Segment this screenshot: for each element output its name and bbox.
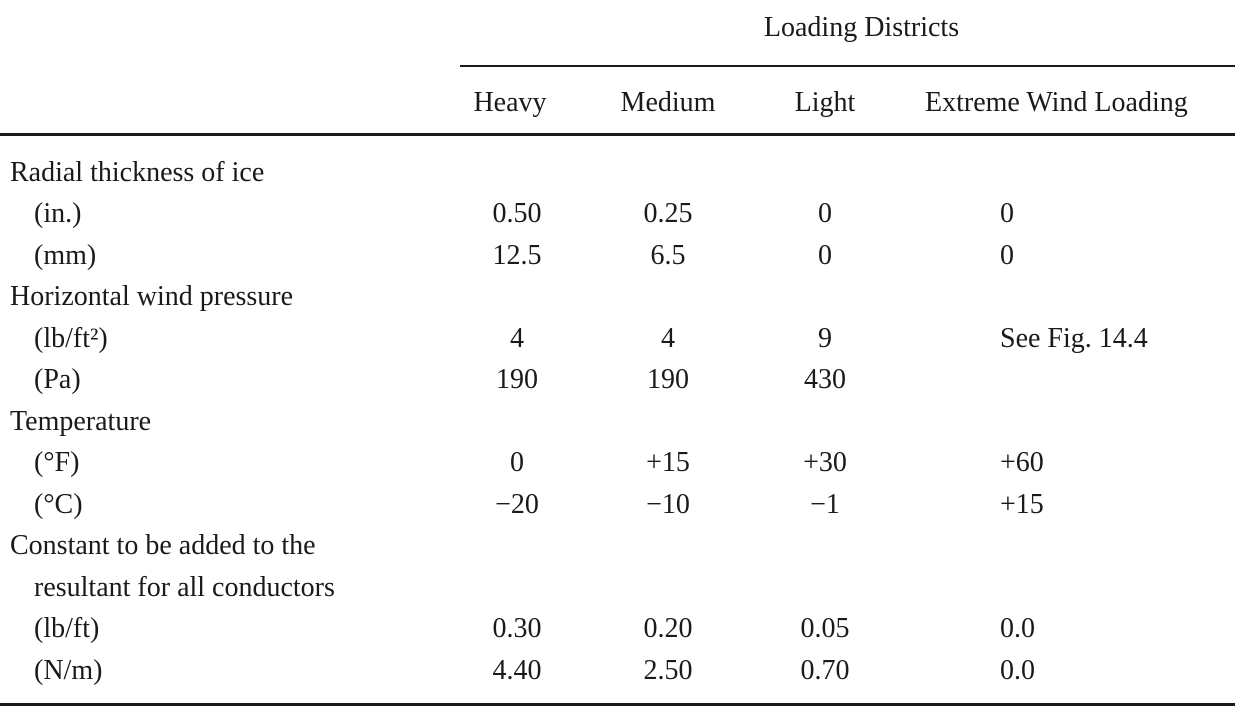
cell-heavy: 4.40 <box>492 654 542 686</box>
cell-light: 9 <box>818 322 832 354</box>
cell-medium: 0.25 <box>643 198 693 230</box>
table-row: (in.) 0.50 0.25 0 0 <box>0 194 1235 236</box>
cell-light: −1 <box>810 488 840 520</box>
cell-light: +30 <box>803 447 847 479</box>
header-rule <box>0 133 1235 136</box>
cell-extreme-wind: 0 <box>1000 239 1014 271</box>
table-row: Constant to be added to the <box>0 526 1235 568</box>
group-title-text: Loading Districts <box>763 12 960 43</box>
cell-extreme-wind: See Fig. 14.4 <box>1000 322 1148 354</box>
row-label: (Pa) <box>34 364 81 396</box>
cell-medium: 0.20 <box>643 613 693 645</box>
header-medium: Medium <box>620 86 716 118</box>
row-label: Temperature <box>10 405 152 437</box>
row-label: (°F) <box>34 447 80 479</box>
cell-heavy: 0.30 <box>492 613 542 645</box>
table-row: (Pa) 190 190 430 <box>0 360 1235 402</box>
cell-light: 0.05 <box>800 613 850 645</box>
cell-heavy: −20 <box>495 488 539 520</box>
table-row: (°F) 0 +15 +30 +60 <box>0 443 1235 485</box>
table-row: (°C) −20 −10 −1 +15 <box>0 484 1235 526</box>
row-label: Horizontal wind pressure <box>10 281 294 313</box>
header-heavy: Heavy <box>473 86 547 118</box>
table-row: (lb/ft) 0.30 0.20 0.05 0.0 <box>0 609 1235 651</box>
cell-light: 0.70 <box>800 654 850 686</box>
row-label: (mm) <box>34 239 97 271</box>
cell-heavy: 0.50 <box>492 198 542 230</box>
table-row: (mm) 12.5 6.5 0 0 <box>0 235 1235 277</box>
cell-heavy: 4 <box>510 322 524 354</box>
row-label: Radial thickness of ice <box>10 156 265 188</box>
table-row: Radial thickness of ice <box>0 152 1235 194</box>
cell-heavy: 190 <box>496 364 538 396</box>
table-row: resultant for all conductors <box>0 567 1235 609</box>
cell-extreme-wind: +15 <box>1000 488 1044 520</box>
table-row: (lb/ft²) 4 4 9 See Fig. 14.4 <box>0 318 1235 360</box>
row-label: (lb/ft²) <box>34 322 108 354</box>
cell-heavy: 0 <box>510 447 524 479</box>
cell-light: 430 <box>804 364 846 396</box>
header-extreme-wind: Extreme Wind Loading <box>925 86 1188 118</box>
cell-extreme-wind: +60 <box>1000 447 1044 479</box>
cell-heavy: 12.5 <box>492 239 542 271</box>
row-label: Constant to be added to the <box>10 530 316 562</box>
column-group-title: Loading Districts <box>460 12 1235 44</box>
bottom-rule <box>0 703 1235 706</box>
cell-extreme-wind: 0.0 <box>1000 654 1035 686</box>
cell-medium: 2.50 <box>643 654 693 686</box>
row-label: (lb/ft) <box>34 613 100 645</box>
row-label: (°C) <box>34 488 83 520</box>
cell-medium: 6.5 <box>650 239 686 271</box>
group-rule <box>460 65 1235 67</box>
header-row: Heavy Medium Light Extreme Wind Loading <box>0 82 1235 124</box>
table-row: Temperature <box>0 401 1235 443</box>
cell-extreme-wind: 0 <box>1000 198 1014 230</box>
cell-medium: 190 <box>647 364 689 396</box>
cell-extreme-wind: 0.0 <box>1000 613 1035 645</box>
row-label: resultant for all conductors <box>34 571 335 603</box>
cell-medium: −10 <box>646 488 690 520</box>
row-label: (N/m) <box>34 654 103 686</box>
cell-light: 0 <box>818 198 832 230</box>
table-row: (N/m) 4.40 2.50 0.70 0.0 <box>0 650 1235 692</box>
table-row: Horizontal wind pressure <box>0 277 1235 319</box>
row-label: (in.) <box>34 198 82 230</box>
cell-medium: 4 <box>661 322 675 354</box>
cell-medium: +15 <box>646 447 690 479</box>
header-light: Light <box>794 86 856 118</box>
cell-light: 0 <box>818 239 832 271</box>
